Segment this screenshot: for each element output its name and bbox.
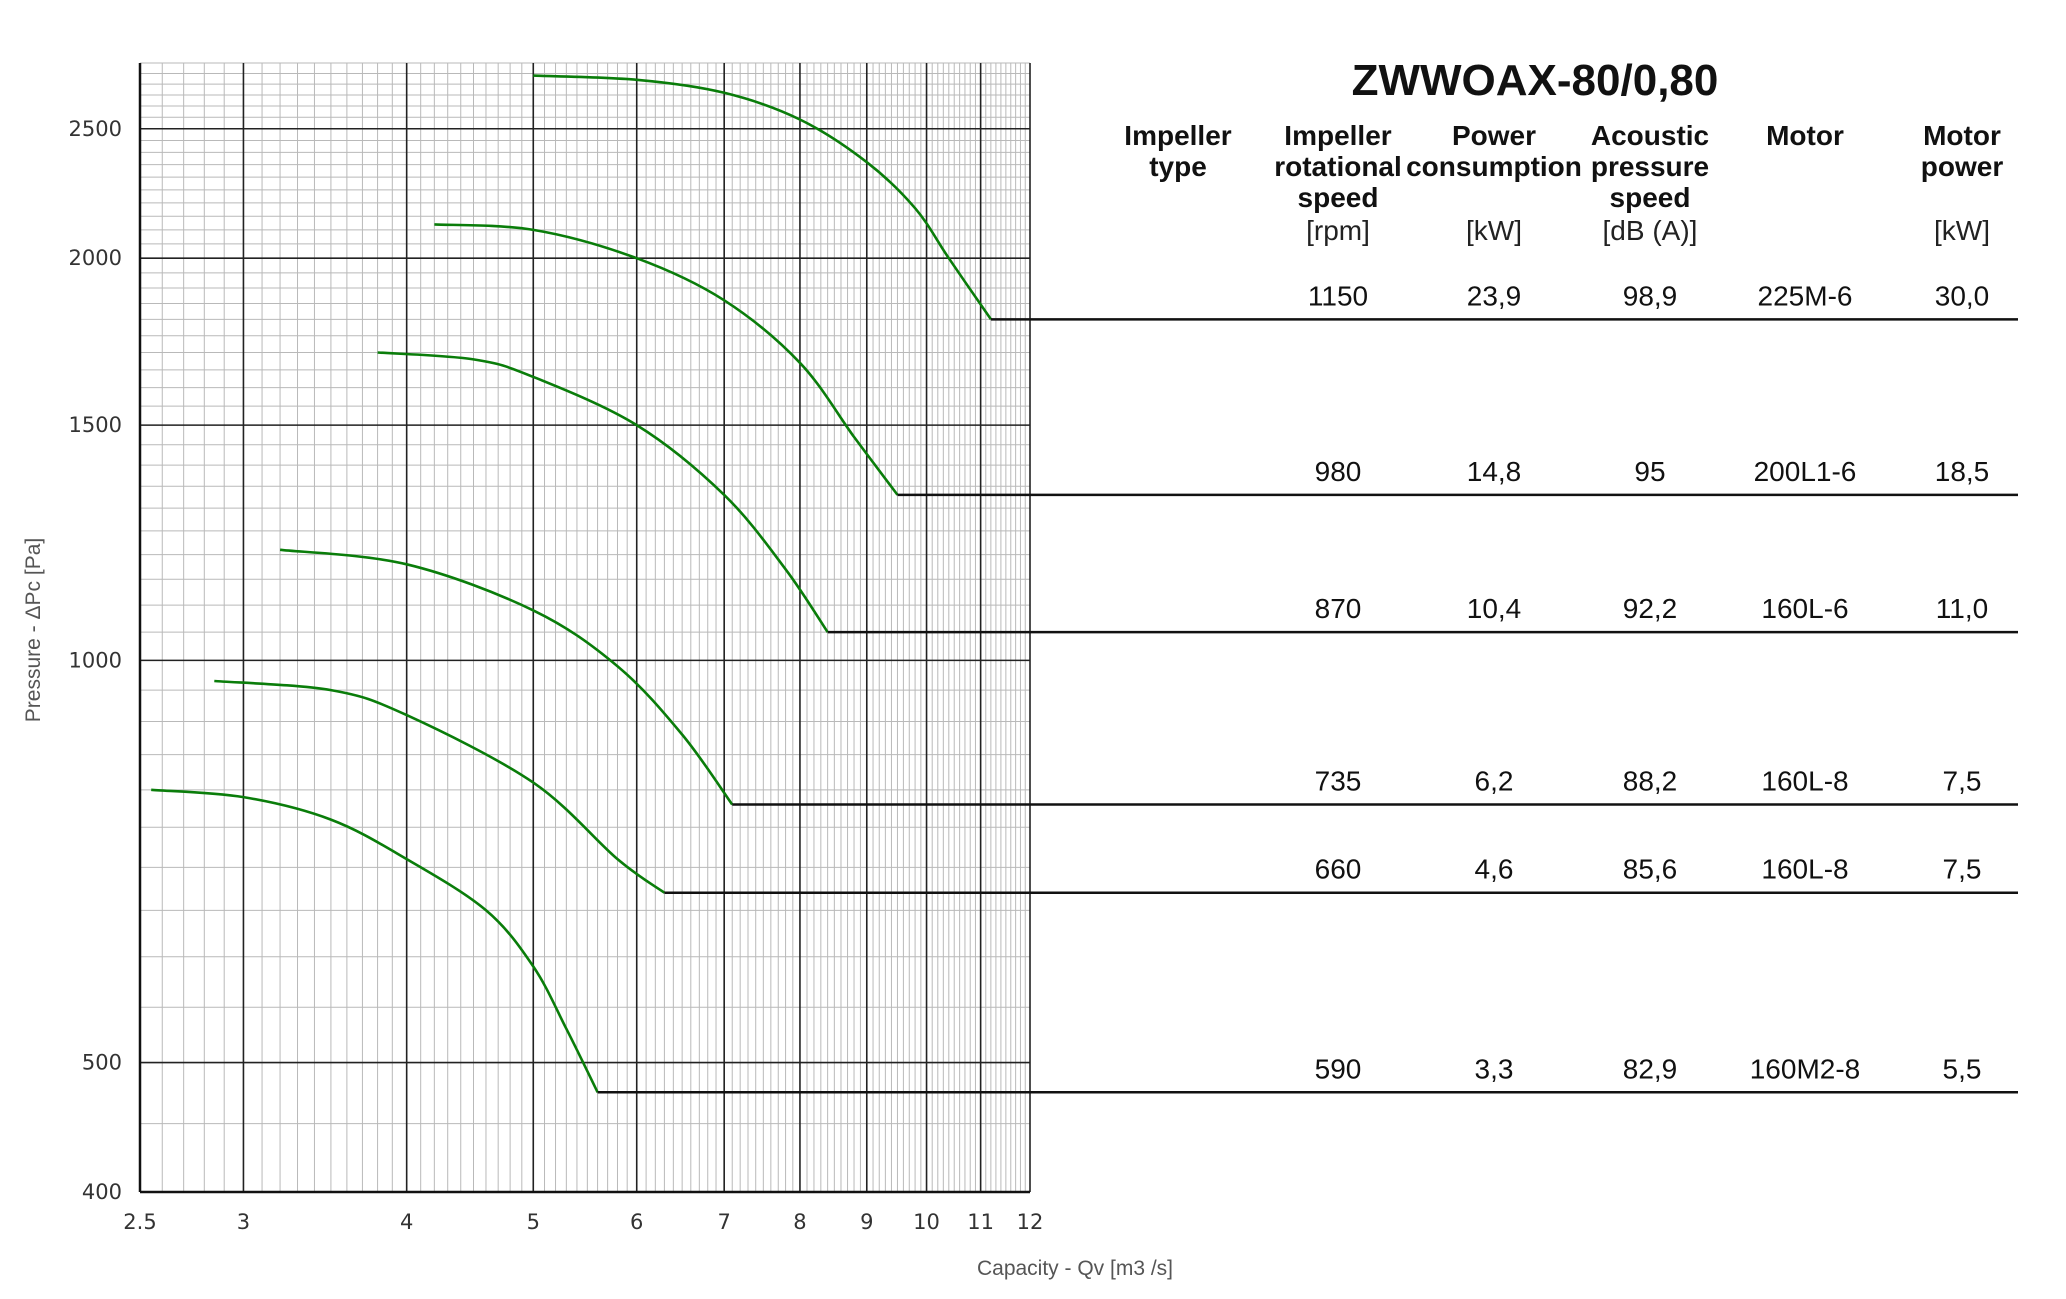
y-tick-label: 1000: [69, 648, 122, 672]
x-tick-label: 12: [1017, 1210, 1044, 1234]
table-headers: ImpellertypeImpellerrotationalspeed[rpm]…: [1124, 120, 2003, 246]
table-header-text: Motor: [1766, 120, 1844, 151]
y-tick-label: 2000: [69, 246, 122, 270]
table-header-text: Power: [1452, 120, 1536, 151]
table-cell: 18,5: [1935, 456, 1990, 487]
table-cell: 4,6: [1475, 854, 1514, 885]
x-tick-label: 5: [527, 1210, 540, 1234]
table-header-text: Impeller: [1284, 120, 1391, 151]
table-cell: 7,5: [1943, 766, 1982, 797]
table-unit-text: [dB (A)]: [1603, 215, 1698, 246]
table-cell: 10,4: [1467, 593, 1522, 624]
table-cell: 160L-8: [1761, 854, 1848, 885]
x-tick-labels: 2.5 3 4 5 6 7 8 9 10 11 12: [123, 1210, 1043, 1234]
table-header-text: rotational: [1274, 151, 1402, 182]
table-cell: 23,9: [1467, 280, 1522, 311]
y-tick-label: 2500: [69, 117, 122, 141]
table-cell: 95: [1634, 456, 1665, 487]
performance-curve-6: [151, 788, 599, 1093]
table-unit-text: [kW]: [1466, 215, 1522, 246]
table-cell: 980: [1315, 456, 1362, 487]
y-tick-label: 500: [82, 1051, 122, 1075]
table-cell: 5,5: [1943, 1053, 1982, 1084]
table-unit-text: [rpm]: [1306, 215, 1370, 246]
table-cell: 660: [1315, 854, 1362, 885]
x-axis-label: Capacity - Qv [m3 /s]: [977, 1257, 1173, 1280]
table-cell: 92,2: [1623, 593, 1678, 624]
table-cell: 98,9: [1623, 280, 1678, 311]
major-grid: [139, 63, 1031, 1193]
table-cell: 870: [1315, 593, 1362, 624]
table-header-text: power: [1921, 151, 2004, 182]
x-tick-label: 7: [717, 1210, 730, 1234]
table-cell: 14,8: [1467, 456, 1522, 487]
performance-curve-4: [279, 548, 734, 806]
x-tick-label: 10: [913, 1210, 940, 1234]
table-header-text: Acoustic: [1591, 120, 1709, 151]
table-rows: 1150 23,9 98,9 225M-6 30,0 980 14,8 95 200L1-6 18…: [1308, 280, 1989, 1084]
table-header-text: speed: [1610, 182, 1691, 213]
table-cell: 225M-6: [1758, 280, 1853, 311]
table-header-text: type: [1149, 151, 1207, 182]
table-cell: 88,2: [1623, 766, 1678, 797]
table-cell: 30,0: [1935, 280, 1990, 311]
y-tick-labels: 400 500 1000 1500 2000 2500: [69, 117, 122, 1204]
y-axis-label: Pressure - ΔPc [Pa]: [22, 538, 45, 722]
table-cell: 1150: [1308, 280, 1368, 311]
curve-leader-lines: [597, 318, 2018, 1094]
table-cell: 7,5: [1943, 854, 1982, 885]
table-header-text: pressure: [1591, 151, 1709, 182]
y-tick-label: 400: [82, 1180, 122, 1204]
x-tick-label: 4: [400, 1210, 413, 1234]
performance-curve-5: [214, 679, 666, 894]
x-tick-label: 2.5: [123, 1210, 156, 1234]
table-cell: 82,9: [1623, 1053, 1678, 1084]
chart-title: ZWWOAX-80/0,80: [1352, 56, 1719, 105]
table-cell: 160L-6: [1761, 593, 1848, 624]
x-tick-label: 8: [793, 1210, 806, 1234]
table-header-text: Motor: [1923, 120, 2001, 151]
x-tick-label: 3: [237, 1210, 250, 1234]
y-tick-label: 1500: [69, 413, 122, 437]
table-cell: 3,3: [1475, 1053, 1514, 1084]
performance-curves: [151, 74, 992, 1093]
x-tick-label: 11: [967, 1210, 994, 1234]
table-unit-text: [kW]: [1934, 215, 1990, 246]
table-cell: 85,6: [1623, 854, 1678, 885]
table-header-text: speed: [1298, 182, 1379, 213]
table-cell: 590: [1315, 1053, 1362, 1084]
table-cell: 200L1-6: [1754, 456, 1857, 487]
table-cell: 160L-8: [1761, 766, 1848, 797]
table-header-text: Impeller: [1124, 120, 1231, 151]
x-tick-label: 6: [630, 1210, 643, 1234]
minor-grid: [139, 62, 1031, 1193]
performance-curve-1: [533, 74, 992, 321]
table-cell: 735: [1315, 766, 1362, 797]
table-cell: 11,0: [1936, 593, 1988, 624]
table-header-text: consumption: [1406, 151, 1582, 182]
table-cell: 160M2-8: [1750, 1053, 1861, 1084]
performance-curve-2: [434, 223, 899, 496]
performance-curve-3: [377, 351, 829, 633]
table-cell: 6,2: [1475, 766, 1514, 797]
axes: [138, 63, 1030, 1194]
x-tick-label: 9: [860, 1210, 873, 1234]
